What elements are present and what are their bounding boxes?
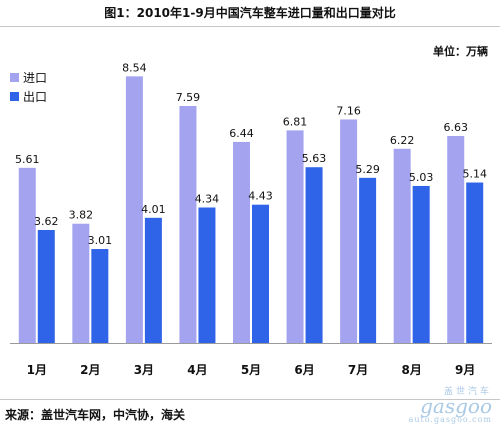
legend-swatch-import (10, 73, 19, 82)
legend: 进口 出口 (10, 68, 47, 106)
data-label-import-9: 6.63 (443, 121, 468, 134)
data-label-export-3: 4.01 (141, 203, 166, 216)
data-label-export-1: 3.62 (34, 215, 59, 228)
watermark-cn: 盖世汽车 (443, 387, 492, 397)
x-tick-label-1: 1月 (27, 363, 47, 377)
bar-export-6 (305, 167, 323, 343)
data-label-import-7: 7.16 (336, 104, 361, 117)
data-label-import-2: 3.82 (69, 209, 94, 222)
data-label-import-1: 5.61 (15, 153, 40, 166)
legend-swatch-export (10, 92, 19, 101)
data-label-export-6: 5.63 (302, 152, 327, 165)
bar-export-4 (198, 207, 216, 343)
bar-import-9 (447, 135, 465, 343)
data-label-export-7: 5.29 (355, 163, 380, 176)
x-tick-label-6: 6月 (294, 363, 314, 377)
data-label-import-4: 7.59 (176, 91, 201, 104)
x-tick-label-7: 7月 (348, 363, 368, 377)
footer-divider (0, 399, 500, 400)
bar-import-3 (125, 76, 143, 344)
bar-import-5 (233, 141, 250, 343)
bar-import-6 (286, 130, 304, 343)
data-label-import-8: 6.22 (390, 134, 415, 147)
bar-import-1 (18, 167, 36, 343)
watermark-logo: 盖世汽车 gasgoo auto.gasgoo.com (409, 384, 492, 424)
legend-label-import: 进口 (23, 71, 48, 85)
x-tick-label-5: 5月 (241, 363, 261, 377)
bar-import-4 (179, 106, 197, 343)
legend-item-export: 出口 (10, 87, 47, 106)
bar-export-1 (37, 229, 55, 343)
chart-title: 图1：2010年1-9月中国汽车整车进口量和出口量对比 (104, 6, 396, 20)
title-divider (0, 26, 500, 27)
data-label-export-5: 4.43 (248, 190, 273, 203)
data-label-export-8: 5.03 (409, 171, 434, 184)
bar-import-2 (72, 223, 90, 343)
watermark-sub: auto.gasgoo.com (408, 415, 492, 424)
data-label-export-2: 3.01 (88, 234, 113, 247)
data-label-export-4: 4.34 (195, 192, 220, 205)
x-tick-label-9: 9月 (455, 363, 475, 377)
x-tick-label-8: 8月 (401, 363, 421, 377)
legend-label-export: 出口 (23, 90, 48, 104)
x-tick-label-4: 4月 (187, 363, 207, 377)
legend-item-import: 进口 (10, 68, 47, 87)
bar-export-7 (359, 177, 377, 343)
bar-export-2 (91, 249, 109, 343)
unit-label: 单位：万辆 (433, 45, 488, 58)
data-label-import-5: 6.44 (229, 127, 254, 140)
bar-import-7 (340, 119, 358, 344)
bar-export-3 (144, 217, 162, 343)
bar-export-8 (412, 185, 430, 343)
data-label-import-6: 6.81 (283, 115, 308, 128)
x-tick-label-2: 2月 (80, 363, 100, 377)
source-note: 来源：盖世汽车网，中汽协，海关 (5, 408, 186, 422)
bar-export-5 (252, 204, 269, 343)
bar-import-8 (393, 148, 411, 343)
data-label-export-9: 5.14 (462, 168, 487, 181)
x-tick-label-3: 3月 (134, 363, 154, 377)
data-label-import-3: 8.54 (122, 61, 147, 74)
watermark-main: gasgoo (420, 394, 492, 418)
bar-export-9 (466, 182, 484, 343)
